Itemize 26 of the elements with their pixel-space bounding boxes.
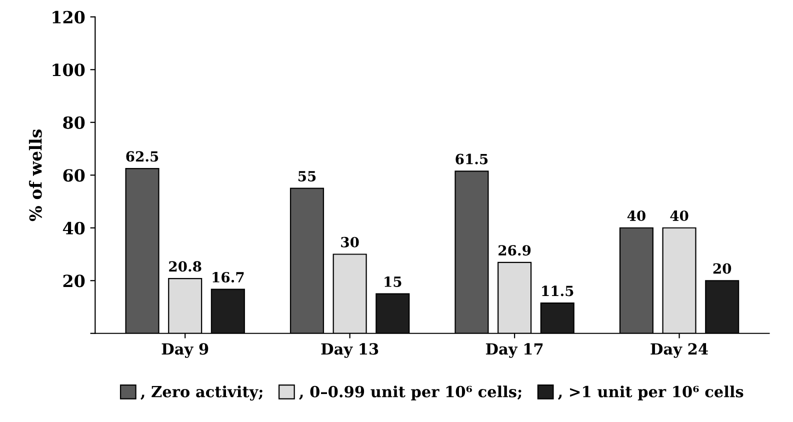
y-tick-label: 20 <box>63 274 85 288</box>
data-label: 62.5 <box>126 151 158 162</box>
legend-label: , Zero activity; <box>140 386 262 401</box>
legend-label: , 0–0.99 unit per 10⁶ cells; <box>299 386 522 400</box>
x-tick-label: Day 13 <box>321 343 378 358</box>
y-axis-title: % of wells <box>28 129 42 222</box>
x-tick-label: Day 24 <box>650 343 708 358</box>
data-label: 16.7 <box>212 272 244 282</box>
data-label: 20 <box>713 263 732 274</box>
y-tick-label: 120 <box>52 10 85 24</box>
data-label: 20.8 <box>169 261 202 272</box>
y-tick-label: 80 <box>63 116 85 129</box>
data-label: 40 <box>627 210 646 222</box>
x-tick-label: Day 17 <box>486 343 543 358</box>
data-label: 11.5 <box>542 286 574 296</box>
x-tick-label: Day 9 <box>162 343 208 358</box>
data-label: 40 <box>670 210 688 222</box>
data-label: 26.9 <box>498 245 531 256</box>
data-label: 55 <box>298 171 316 182</box>
data-label: 15 <box>384 276 402 287</box>
data-label: 30 <box>341 236 359 248</box>
y-tick-label: 40 <box>62 222 85 234</box>
y-tick-label: 60 <box>63 169 85 182</box>
y-tick-label: 100 <box>52 64 85 76</box>
legend-label: , >1 unit per 10⁶ cells <box>558 386 744 400</box>
data-label: 61.5 <box>456 154 488 164</box>
